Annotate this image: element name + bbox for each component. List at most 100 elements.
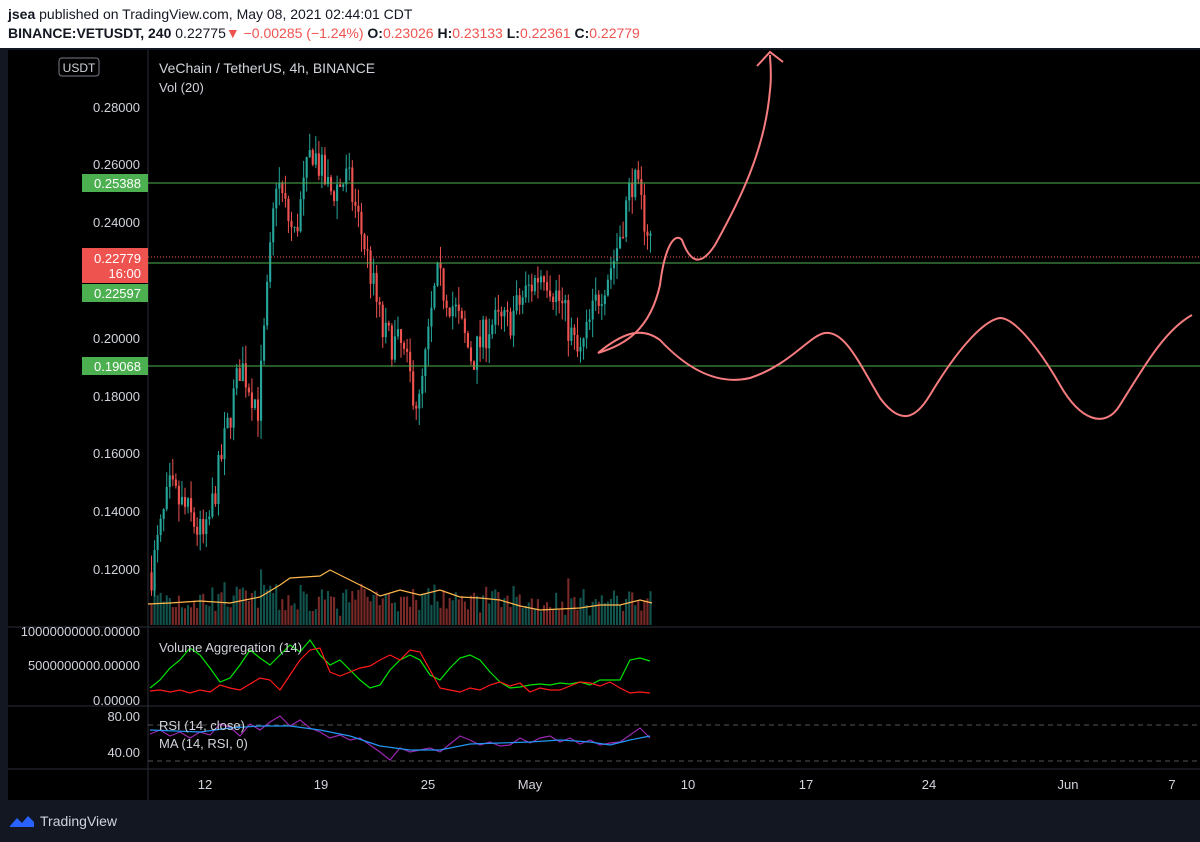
volume-bar bbox=[576, 609, 579, 625]
volume-bar bbox=[609, 598, 612, 625]
candle-body bbox=[281, 183, 284, 193]
va-y-tick: 10000000000.00000 bbox=[21, 624, 140, 639]
candle-body bbox=[466, 333, 469, 348]
candle-body bbox=[646, 231, 649, 236]
candle-body bbox=[171, 475, 174, 480]
volume-bar bbox=[558, 609, 561, 625]
rsi-y-tick: 80.00 bbox=[107, 709, 140, 724]
va-y-tick: 0.00000 bbox=[93, 693, 140, 708]
candle-body bbox=[278, 183, 281, 189]
volume-bar bbox=[174, 607, 177, 625]
volume-bar bbox=[165, 595, 168, 625]
volume-bar bbox=[573, 596, 576, 625]
volume-bar bbox=[469, 595, 473, 625]
candle-body bbox=[497, 309, 500, 312]
candle-body bbox=[506, 310, 509, 312]
volume-ma-line bbox=[147, 569, 653, 611]
volume-bar bbox=[287, 595, 290, 625]
volume-bar bbox=[521, 607, 524, 625]
volume-bar bbox=[156, 595, 159, 625]
currency-badge[interactable] bbox=[58, 57, 100, 77]
candle-body bbox=[591, 300, 594, 320]
candle-body bbox=[509, 311, 512, 336]
candle-body bbox=[360, 211, 363, 235]
volume-bar bbox=[196, 608, 199, 625]
candle-body bbox=[153, 549, 156, 591]
candle-body bbox=[336, 184, 339, 202]
candle-body bbox=[573, 327, 576, 336]
volume-bar bbox=[600, 595, 603, 625]
volume-bar bbox=[482, 595, 485, 625]
candle-body bbox=[190, 498, 193, 513]
volume-bar bbox=[549, 607, 552, 625]
volume-bar bbox=[527, 602, 530, 625]
current-price-tag bbox=[82, 248, 148, 283]
volume-bar bbox=[591, 601, 594, 625]
volume-bar bbox=[302, 591, 305, 625]
volume-bar bbox=[363, 589, 366, 625]
candle-body bbox=[399, 329, 403, 343]
candle-body bbox=[196, 526, 199, 535]
author-name[interactable]: jsea bbox=[8, 6, 36, 22]
close-label: C: bbox=[574, 25, 590, 41]
volume-bar bbox=[299, 584, 302, 625]
candle-body bbox=[299, 199, 302, 232]
candle-body bbox=[193, 512, 196, 527]
volume-bar bbox=[409, 606, 412, 625]
candle-body bbox=[494, 309, 497, 325]
volume-bar bbox=[220, 592, 223, 625]
tradingview-brand[interactable]: TradingView bbox=[40, 813, 118, 829]
candle-body bbox=[512, 310, 515, 336]
volume-bar bbox=[256, 607, 260, 625]
volume-bar bbox=[643, 600, 646, 625]
candle-body bbox=[545, 282, 549, 291]
volume-bar bbox=[296, 609, 299, 625]
volume-bar bbox=[518, 594, 521, 625]
candle-body bbox=[162, 509, 165, 519]
candle-body bbox=[305, 157, 308, 178]
x-tick-label: 12 bbox=[198, 777, 212, 792]
candle-body bbox=[180, 497, 184, 505]
rsi-legend: RSI (14, close) bbox=[159, 718, 245, 733]
volume-bar bbox=[618, 605, 622, 625]
volume-bar bbox=[485, 586, 488, 625]
volume-bar bbox=[244, 590, 247, 625]
volume-bar bbox=[506, 595, 509, 625]
y-tick-label: 0.12000 bbox=[93, 562, 140, 577]
volume-bar bbox=[360, 583, 363, 625]
volume-bar bbox=[418, 609, 421, 625]
candle-body bbox=[235, 368, 238, 389]
volume-bar bbox=[369, 601, 372, 625]
candle-body bbox=[202, 519, 205, 535]
candle-body bbox=[618, 236, 622, 249]
level-price-tag bbox=[82, 174, 148, 192]
volume-bar bbox=[533, 608, 536, 625]
candle-body bbox=[412, 371, 415, 406]
volume-bar bbox=[421, 593, 424, 625]
candle-body bbox=[217, 455, 220, 505]
candle-body bbox=[211, 493, 214, 517]
volume-bar bbox=[320, 589, 323, 625]
arrow-head-icon[interactable] bbox=[756, 50, 784, 67]
volume-bar bbox=[412, 588, 415, 625]
candle-body bbox=[585, 321, 588, 339]
volume-bar bbox=[281, 599, 284, 625]
candle-body bbox=[159, 518, 162, 536]
volume-bar bbox=[494, 589, 497, 625]
rsi-line bbox=[149, 715, 651, 761]
volume-bar bbox=[205, 604, 208, 625]
volume-bar bbox=[168, 598, 171, 625]
ranging-projection-drawing[interactable] bbox=[597, 314, 1193, 420]
volume-bar bbox=[631, 592, 634, 625]
candle-body bbox=[293, 226, 296, 228]
volume-bar bbox=[585, 605, 588, 625]
tradingview-logo-icon[interactable] bbox=[8, 813, 36, 829]
volume-bar bbox=[336, 608, 339, 625]
chart-frame[interactable] bbox=[8, 50, 1200, 800]
candle-body bbox=[555, 290, 558, 302]
bullish-projection-drawing[interactable] bbox=[597, 54, 772, 354]
y-tick-label: 0.14000 bbox=[93, 504, 140, 519]
volume-bar bbox=[229, 607, 232, 625]
volume-bar bbox=[263, 584, 266, 625]
